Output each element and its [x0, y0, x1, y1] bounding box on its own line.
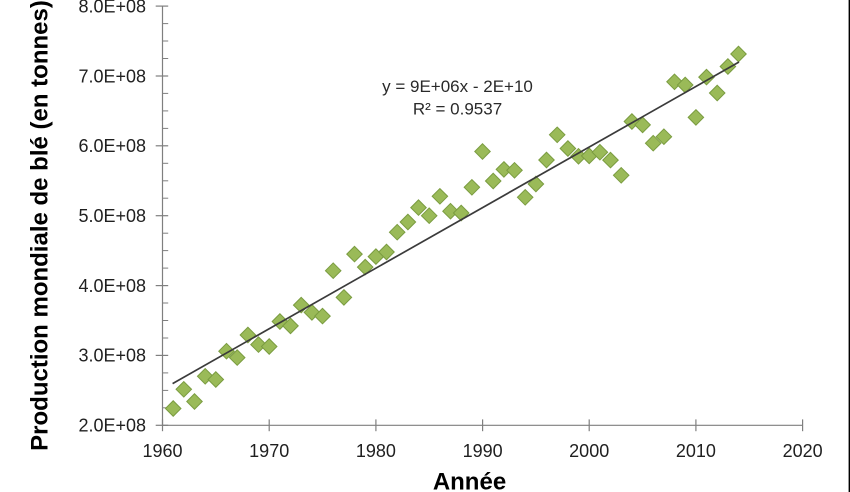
svg-text:1970: 1970	[249, 441, 289, 461]
svg-text:8.0E+08: 8.0E+08	[78, 0, 146, 16]
svg-text:5.0E+08: 5.0E+08	[78, 206, 146, 226]
svg-text:1990: 1990	[463, 441, 503, 461]
svg-text:1980: 1980	[356, 441, 396, 461]
svg-text:y = 9E+06x - 2E+10: y = 9E+06x - 2E+10	[382, 77, 533, 96]
svg-text:Production mondiale de blé (en: Production mondiale de blé (en tonnes)	[27, 0, 54, 451]
svg-text:2000: 2000	[569, 441, 609, 461]
svg-text:3.0E+08: 3.0E+08	[78, 346, 146, 366]
svg-text:2010: 2010	[676, 441, 716, 461]
svg-text:2.0E+08: 2.0E+08	[78, 416, 146, 436]
svg-text:Année: Année	[433, 469, 506, 492]
svg-text:R² = 0.9537: R² = 0.9537	[413, 99, 502, 118]
svg-text:6.0E+08: 6.0E+08	[78, 136, 146, 156]
svg-text:7.0E+08: 7.0E+08	[78, 66, 146, 86]
svg-text:1960: 1960	[142, 441, 182, 461]
svg-text:2020: 2020	[783, 441, 823, 461]
svg-text:4.0E+08: 4.0E+08	[78, 276, 146, 296]
